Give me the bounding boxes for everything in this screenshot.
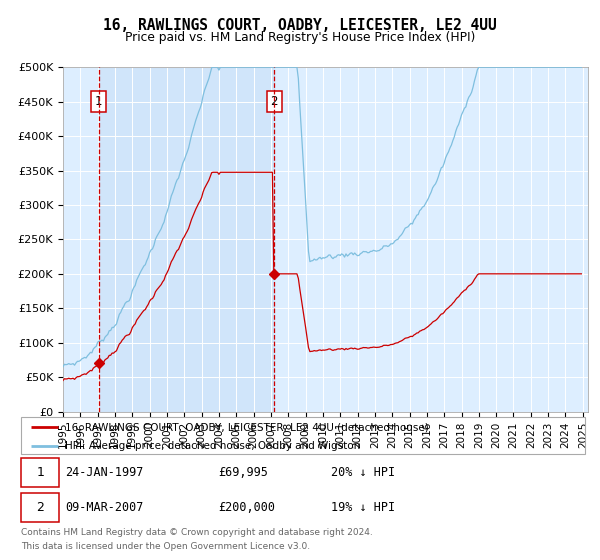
Text: 2: 2	[36, 501, 44, 514]
Text: Price paid vs. HM Land Registry's House Price Index (HPI): Price paid vs. HM Land Registry's House …	[125, 31, 475, 44]
FancyBboxPatch shape	[21, 458, 59, 487]
Text: 16, RAWLINGS COURT, OADBY, LEICESTER, LE2 4UU: 16, RAWLINGS COURT, OADBY, LEICESTER, LE…	[103, 18, 497, 33]
Text: 24-JAN-1997: 24-JAN-1997	[65, 465, 143, 479]
FancyBboxPatch shape	[21, 493, 59, 521]
Text: 09-MAR-2007: 09-MAR-2007	[65, 501, 143, 514]
Text: 2: 2	[271, 95, 278, 108]
Text: £69,995: £69,995	[218, 465, 268, 479]
Text: 1: 1	[95, 95, 103, 108]
Text: HPI: Average price, detached house, Oadby and Wigston: HPI: Average price, detached house, Oadb…	[65, 441, 360, 451]
Text: 16, RAWLINGS COURT, OADBY, LEICESTER, LE2 4UU (detached house): 16, RAWLINGS COURT, OADBY, LEICESTER, LE…	[65, 422, 429, 432]
Text: £200,000: £200,000	[218, 501, 275, 514]
Text: Contains HM Land Registry data © Crown copyright and database right 2024.: Contains HM Land Registry data © Crown c…	[21, 528, 373, 537]
Text: 20% ↓ HPI: 20% ↓ HPI	[331, 465, 395, 479]
Text: 1: 1	[36, 465, 44, 479]
Text: 19% ↓ HPI: 19% ↓ HPI	[331, 501, 395, 514]
Text: This data is licensed under the Open Government Licence v3.0.: This data is licensed under the Open Gov…	[21, 542, 310, 550]
Bar	[99, 67, 274, 412]
